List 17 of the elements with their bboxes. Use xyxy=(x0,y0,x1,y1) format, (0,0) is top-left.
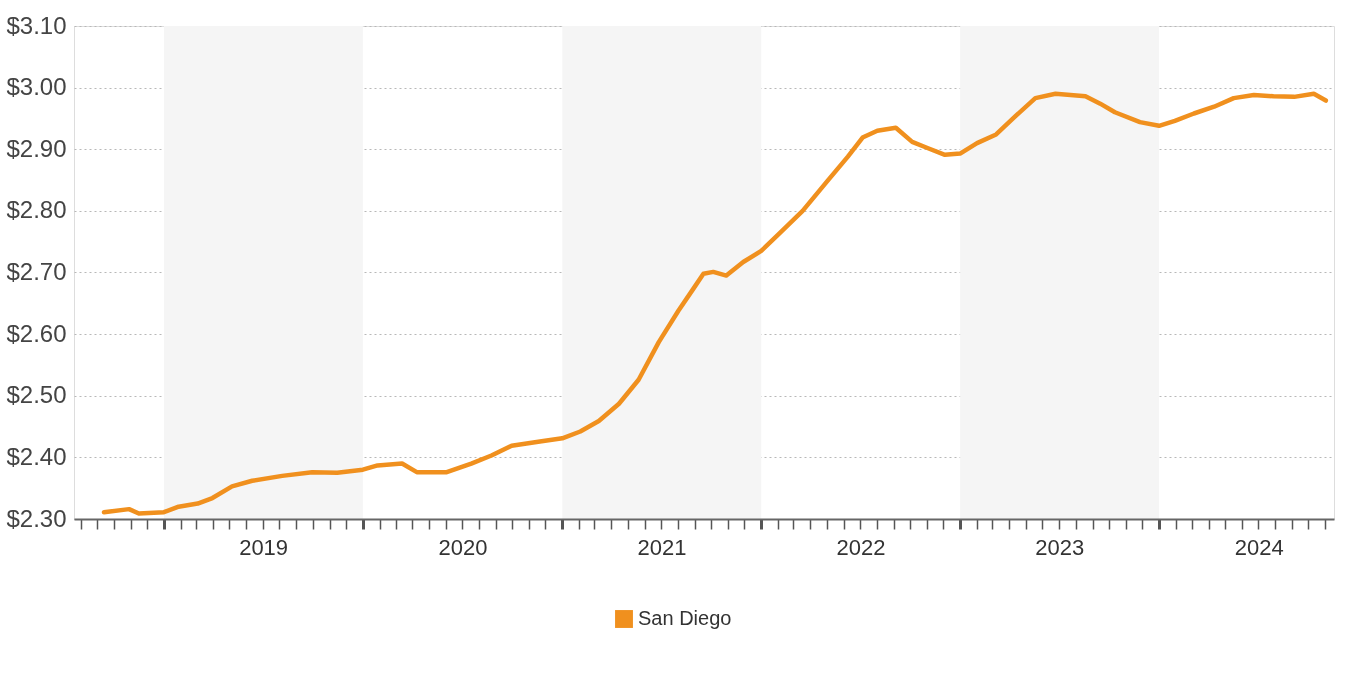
y-tick-label: $3.10 xyxy=(6,11,67,39)
y-tick-label: $2.40 xyxy=(6,442,67,470)
y-tick-label: $2.30 xyxy=(6,504,67,532)
y-tick-label: $2.50 xyxy=(6,381,67,409)
x-tick-label: 2019 xyxy=(239,534,289,560)
y-tick-label: $3.00 xyxy=(6,73,67,101)
x-tick-label: 2021 xyxy=(637,534,687,560)
line-series xyxy=(101,91,1329,516)
y-tick-label: $2.70 xyxy=(6,258,67,285)
y-tick-label: $2.60 xyxy=(6,319,67,347)
x-tick-label: 2023 xyxy=(1035,534,1085,560)
x-tick-label: 2024 xyxy=(1234,534,1284,560)
legend-label: San Diego xyxy=(638,607,732,629)
y-tick-label: $2.90 xyxy=(6,134,67,162)
y-tick-label: $2.80 xyxy=(6,196,67,224)
x-tick-label: 2022 xyxy=(836,534,886,560)
x-tick-label: 2020 xyxy=(438,534,488,560)
